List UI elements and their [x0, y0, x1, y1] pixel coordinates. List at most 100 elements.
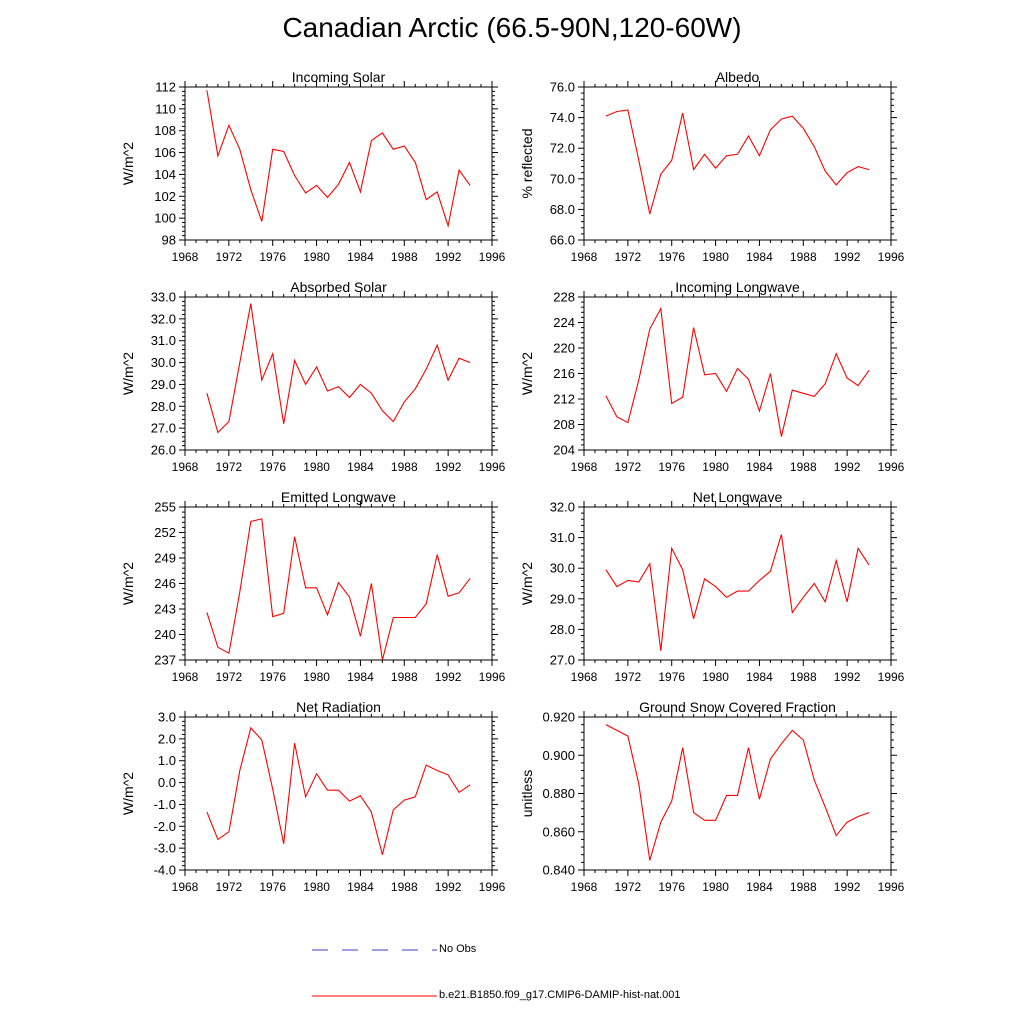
panel-4-x-tick-label: 1984 — [347, 670, 374, 684]
panel-3-y-tick-label: 216 — [553, 366, 575, 381]
panel-4-series-line-0 — [206, 518, 471, 661]
panel-4-y-tick-label: 249 — [154, 551, 176, 566]
legend-label-no-obs: No Obs — [439, 943, 477, 955]
panel-6-x-tick-label: 1968 — [172, 880, 199, 894]
panel-6-y-axis-label: W/m^2 — [120, 772, 136, 815]
panel-1-series-line-0 — [605, 109, 870, 215]
panel-5-x-tick-label: 1968 — [571, 670, 598, 684]
panel-7-title: Ground Snow Covered Fraction — [639, 699, 836, 715]
panel-5-x-tick-label: 1972 — [615, 670, 642, 684]
panel-3-y-tick-label: 220 — [553, 341, 575, 356]
panel-2-x-tick-label: 1992 — [435, 460, 462, 474]
panel-0-x-tick-label: 1992 — [435, 250, 462, 264]
panel-4-y-tick-label: 237 — [154, 653, 176, 668]
panel-3-y-tick-label: 212 — [553, 392, 575, 407]
panel-0-x-tick-label: 1996 — [479, 250, 506, 264]
panel-1-y-tick-label: 72.0 — [550, 141, 575, 156]
panel-7-x-tick-label: 1980 — [702, 880, 729, 894]
panel-7-x-tick-label: 1996 — [878, 880, 905, 894]
panel-3-x-tick-label: 1980 — [702, 460, 729, 474]
panel-0-x-tick-label: 1968 — [172, 250, 199, 264]
panel-2-y-tick-label: 27.0 — [151, 421, 176, 436]
panel-3-y-tick-label: 228 — [553, 290, 575, 305]
panel-5-y-axis-label: W/m^2 — [519, 562, 535, 605]
panel-1-x-tick-label: 1968 — [571, 250, 598, 264]
panel-4-x-tick-label: 1976 — [259, 670, 286, 684]
panel-6-y-tick-label: 3.0 — [158, 710, 176, 725]
panel-1-x-tick-label: 1972 — [615, 250, 642, 264]
panel-5-x-tick-label: 1976 — [658, 670, 685, 684]
panel-6-frame — [184, 716, 493, 871]
panel-0-series-line-0 — [206, 90, 471, 228]
panel-2-x-tick-label: 1972 — [216, 460, 243, 474]
panel-6-y-tick-label: 0.0 — [158, 775, 176, 790]
panel-7-y-tick-label: 0.920 — [542, 710, 575, 725]
panel-3-x-tick-label: 1968 — [571, 460, 598, 474]
panel-6-x-tick-label: 1992 — [435, 880, 462, 894]
panel-3-x-tick-label: 1988 — [790, 460, 817, 474]
panel-6-series-line-0 — [206, 726, 471, 855]
panel-1-y-tick-label: 70.0 — [550, 171, 575, 186]
panel-4-x-tick-label: 1980 — [303, 670, 330, 684]
panel-1-x-tick-label: 1976 — [658, 250, 685, 264]
panel-2-y-tick-label: 32.0 — [151, 311, 176, 326]
panel-5-y-tick-label: 32.0 — [550, 500, 575, 515]
panel-4-y-tick-label: 252 — [154, 525, 176, 540]
panel-0-y-tick-label: 102 — [154, 189, 176, 204]
panel-0-y-tick-label: 104 — [154, 167, 176, 182]
panel-3-series-line-0 — [605, 306, 870, 437]
panel-0-x-tick-label: 1984 — [347, 250, 374, 264]
panel-2-y-tick-label: 33.0 — [151, 290, 176, 305]
panel-1-x-tick-label: 1992 — [834, 250, 861, 264]
legend-label-model: b.e21.B1850.f09_g17.CMIP6-DAMIP-hist-nat… — [439, 989, 681, 1001]
panel-2-y-tick-label: 28.0 — [151, 399, 176, 414]
panel-3-x-tick-label: 1992 — [834, 460, 861, 474]
panel-1-y-tick-label: 66.0 — [550, 233, 575, 248]
panel-4-title: Emitted Longwave — [281, 489, 396, 505]
panel-0-frame — [184, 86, 493, 241]
panel-1-x-tick-label: 1980 — [702, 250, 729, 264]
panel-3-title: Incoming Longwave — [675, 279, 800, 295]
panel-5-y-tick-label: 31.0 — [550, 530, 575, 545]
panel-2-title: Absorbed Solar — [290, 279, 387, 295]
panel-7-y-tick-label: 0.900 — [542, 748, 575, 763]
panel-1-x-tick-label: 1984 — [746, 250, 773, 264]
panel-4-y-tick-label: 240 — [154, 627, 176, 642]
panel-7-series-line-0 — [605, 724, 870, 861]
panel-3-x-tick-label: 1984 — [746, 460, 773, 474]
panel-4-y-tick-label: 243 — [154, 602, 176, 617]
panel-0-y-tick-label: 108 — [154, 123, 176, 138]
panel-6-x-tick-label: 1996 — [479, 880, 506, 894]
panel-5-y-tick-label: 30.0 — [550, 561, 575, 576]
panel-3-y-tick-label: 208 — [553, 417, 575, 432]
panel-4-x-tick-label: 1972 — [216, 670, 243, 684]
panel-0-x-tick-label: 1980 — [303, 250, 330, 264]
panel-5-x-tick-label: 1992 — [834, 670, 861, 684]
panel-6-x-tick-label: 1988 — [391, 880, 418, 894]
panel-3-x-tick-label: 1996 — [878, 460, 905, 474]
panel-1-y-axis-label: % reflected — [519, 128, 535, 198]
panel-1-y-tick-label: 74.0 — [550, 110, 575, 125]
panel-2-x-tick-label: 1996 — [479, 460, 506, 474]
panel-5-x-tick-label: 1980 — [702, 670, 729, 684]
panel-6-x-tick-label: 1984 — [347, 880, 374, 894]
panel-4-x-tick-label: 1992 — [435, 670, 462, 684]
panel-7-x-tick-label: 1988 — [790, 880, 817, 894]
panel-5-title: Net Longwave — [693, 489, 783, 505]
panel-4-x-tick-label: 1996 — [479, 670, 506, 684]
panel-5-y-tick-label: 27.0 — [550, 653, 575, 668]
panel-5-x-tick-label: 1988 — [790, 670, 817, 684]
panel-3-x-tick-label: 1976 — [658, 460, 685, 474]
panel-6-y-tick-label: -4.0 — [154, 863, 176, 878]
panel-1-x-tick-label: 1996 — [878, 250, 905, 264]
panel-4-y-axis-label: W/m^2 — [120, 562, 136, 605]
panel-7-y-tick-label: 0.840 — [542, 863, 575, 878]
page-title: Canadian Arctic (66.5-90N,120-60W) — [282, 12, 742, 43]
panel-2-y-tick-label: 30.0 — [151, 355, 176, 370]
panel-2-x-tick-label: 1984 — [347, 460, 374, 474]
panel-2-y-tick-label: 26.0 — [151, 443, 176, 458]
panel-1-title: Albedo — [716, 69, 760, 85]
panel-7-x-tick-label: 1992 — [834, 880, 861, 894]
panel-1-frame — [583, 86, 892, 241]
